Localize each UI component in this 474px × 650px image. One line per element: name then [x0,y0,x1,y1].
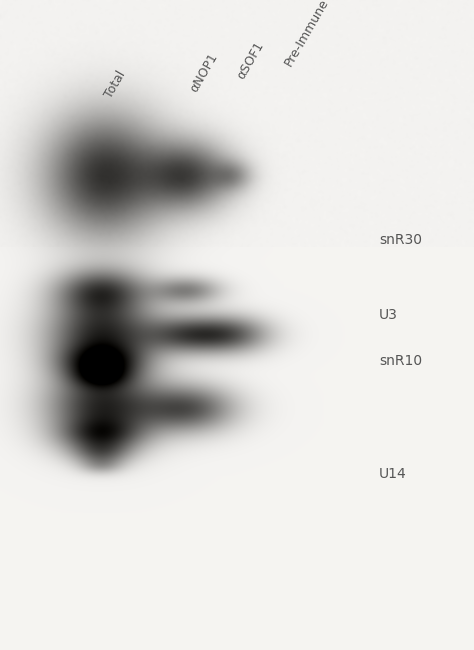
Text: U14: U14 [379,467,407,482]
Text: U3: U3 [379,308,398,322]
Text: αNOP1: αNOP1 [187,51,220,94]
Text: αSOF1: αSOF1 [235,39,266,81]
Text: Pre-Immune: Pre-Immune [282,0,331,68]
Text: snR30: snR30 [379,233,422,248]
Text: Total: Total [102,69,128,101]
Text: snR10: snR10 [379,354,422,368]
